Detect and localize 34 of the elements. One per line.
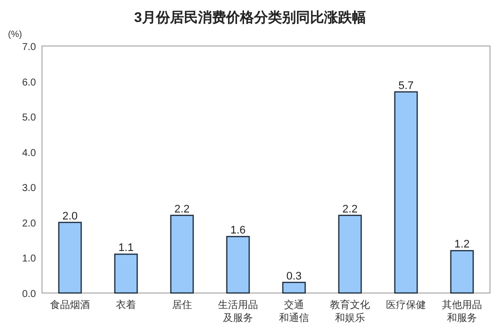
y-tick-label: 1.0	[22, 254, 36, 265]
x-tick-label: 教育文化和娱乐	[330, 299, 370, 324]
bar	[170, 214, 194, 294]
x-tick-label: 医疗保健	[386, 299, 426, 311]
x-tick-label: 交通和通信	[279, 299, 309, 324]
y-tick-label: 0.0	[22, 289, 36, 300]
bar	[114, 254, 138, 294]
x-tick-label: 居住	[172, 300, 192, 311]
data-label: 5.7	[398, 80, 414, 92]
x-tick-label: 生活用品及服务	[218, 299, 258, 324]
y-tick-label: 2.0	[22, 218, 36, 230]
bar	[226, 236, 250, 294]
y-tick-label: 7.0	[22, 42, 36, 53]
bar	[282, 282, 306, 294]
bar	[450, 250, 474, 294]
bar	[338, 214, 362, 294]
data-label: 1.6	[230, 224, 246, 237]
y-tick-label: 6.0	[22, 77, 36, 88]
data-label: 2.2	[342, 203, 358, 216]
data-label: 2.0	[62, 210, 78, 222]
y-tick-label: 3.0	[22, 183, 36, 194]
y-tick-label: 4.0	[22, 148, 36, 159]
y-axis-title: (%)	[8, 29, 22, 39]
bar	[394, 91, 418, 294]
data-label: 0.3	[286, 270, 302, 282]
data-label: 2.2	[174, 203, 190, 216]
x-tick-label: 食品烟酒	[50, 299, 90, 311]
data-label: 1.1	[118, 242, 134, 254]
bar	[58, 222, 82, 294]
y-tick-label: 5.0	[22, 112, 36, 124]
x-tick-label: 衣着	[116, 299, 136, 311]
chart-title: 3月份居民消费价格分类别同比涨跌幅	[134, 9, 366, 25]
data-label: 1.2	[454, 238, 470, 251]
x-tick-label: 其他用品和服务	[442, 299, 482, 324]
